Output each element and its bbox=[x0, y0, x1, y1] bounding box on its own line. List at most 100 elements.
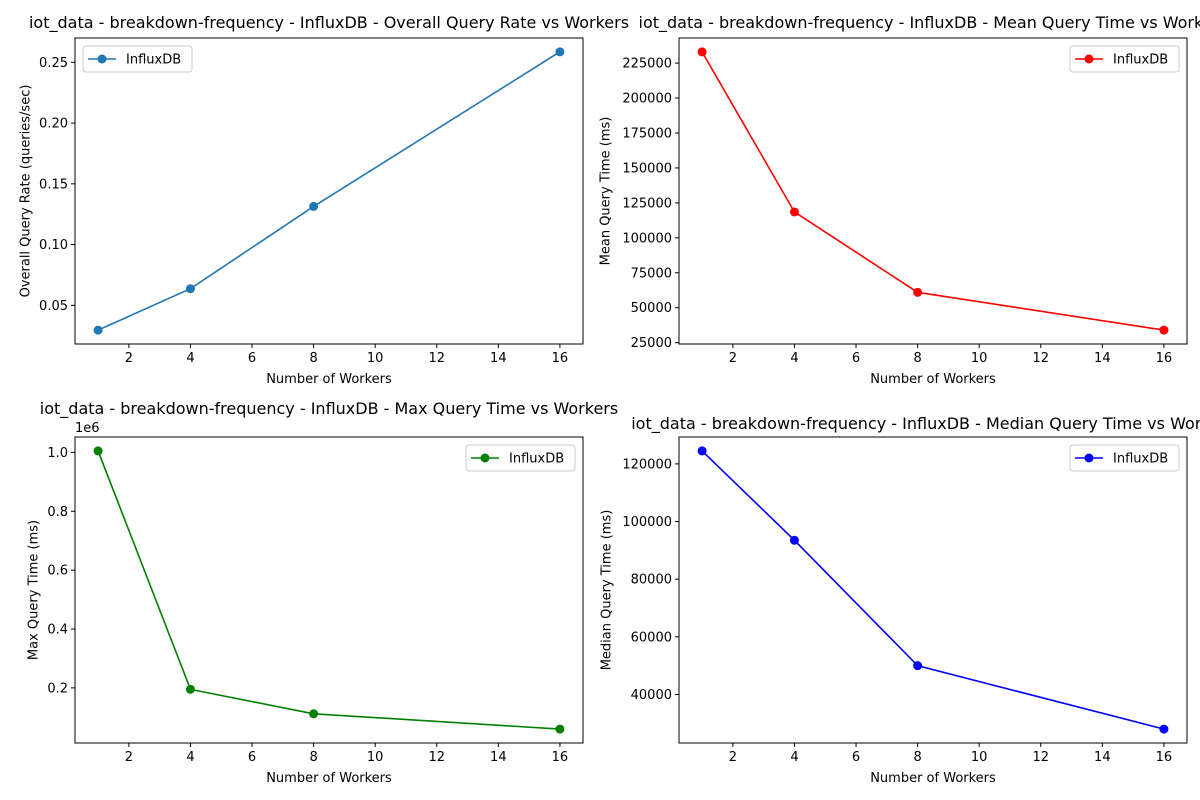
x-tick-label: 2 bbox=[125, 750, 133, 765]
plot-frame bbox=[74, 436, 584, 744]
chart-title: iot_data - breakdown-frequency - InfluxD… bbox=[639, 13, 1200, 33]
y-tick-label: 0.6 bbox=[47, 564, 68, 579]
legend-marker bbox=[480, 453, 490, 463]
data-point bbox=[185, 684, 195, 694]
x-tick-label: 12 bbox=[428, 351, 445, 366]
legend-box bbox=[82, 45, 193, 73]
legend-box bbox=[465, 444, 576, 472]
y-tick-label: 0.25 bbox=[39, 56, 68, 71]
data-point bbox=[93, 325, 103, 335]
chart-2: iot_data - breakdown-frequency - InfluxD… bbox=[599, 13, 1200, 387]
legend-label: InfluxDB bbox=[509, 452, 564, 467]
x-tick-label: 4 bbox=[186, 351, 194, 366]
y-tick-label: 0.4 bbox=[47, 623, 68, 638]
legend-label: InfluxDB bbox=[1113, 53, 1168, 68]
data-point bbox=[697, 446, 707, 456]
y-tick-label: 100000 bbox=[622, 231, 672, 246]
x-axis-label: Number of Workers bbox=[266, 372, 392, 387]
x-tick-label: 6 bbox=[248, 750, 256, 765]
legend-box bbox=[1069, 45, 1180, 73]
y-axis-label: Overall Query Rate (queries/sec) bbox=[19, 85, 34, 298]
x-tick-label: 16 bbox=[1156, 351, 1173, 366]
x-tick-label: 16 bbox=[552, 750, 569, 765]
legend-marker bbox=[97, 54, 107, 64]
y-tick-label: 0.8 bbox=[47, 505, 68, 520]
x-tick-label: 10 bbox=[367, 750, 384, 765]
chart-title: iot_data - breakdown-frequency - InfluxD… bbox=[29, 13, 629, 33]
y-tick-label: 175000 bbox=[622, 126, 672, 141]
data-point bbox=[555, 47, 565, 57]
data-point bbox=[789, 535, 799, 545]
y-tick-label: 0.05 bbox=[39, 299, 68, 314]
x-tick-label: 4 bbox=[790, 351, 798, 366]
y-axis-label: Max Query Time (ms) bbox=[27, 520, 42, 660]
legend: InfluxDB bbox=[1069, 444, 1180, 472]
legend: InfluxDB bbox=[1069, 45, 1180, 73]
x-tick-label: 8 bbox=[913, 351, 921, 366]
y-tick-label: 1.0 bbox=[47, 446, 68, 461]
y-tick-label: 50000 bbox=[631, 301, 672, 316]
x-axis-label: Number of Workers bbox=[870, 771, 996, 786]
y-offset-label: 1e6 bbox=[75, 421, 100, 436]
x-tick-label: 4 bbox=[790, 750, 798, 765]
chart-4: iot_data - breakdown-frequency - InfluxD… bbox=[600, 414, 1200, 786]
chart-1: iot_data - breakdown-frequency - InfluxD… bbox=[19, 13, 630, 387]
data-point bbox=[185, 284, 195, 294]
y-tick-label: 100000 bbox=[622, 515, 672, 530]
y-tick-label: 225000 bbox=[622, 57, 672, 72]
data-point bbox=[789, 207, 799, 217]
plot-frame bbox=[678, 37, 1188, 345]
y-tick-label: 125000 bbox=[622, 196, 672, 211]
legend: InfluxDB bbox=[82, 45, 193, 73]
x-tick-label: 14 bbox=[1094, 750, 1111, 765]
data-point bbox=[1159, 325, 1169, 335]
x-tick-label: 6 bbox=[248, 351, 256, 366]
series-line bbox=[701, 450, 1165, 730]
y-tick-label: 60000 bbox=[631, 630, 672, 645]
plot-frame bbox=[678, 436, 1188, 744]
x-tick-label: 8 bbox=[309, 351, 317, 366]
y-tick-label: 120000 bbox=[622, 457, 672, 472]
x-tick-label: 10 bbox=[971, 351, 988, 366]
y-tick-label: 40000 bbox=[631, 688, 672, 703]
x-tick-label: 14 bbox=[490, 750, 507, 765]
y-tick-label: 0.2 bbox=[47, 681, 68, 696]
y-tick-label: 25000 bbox=[631, 336, 672, 351]
x-tick-label: 2 bbox=[729, 351, 737, 366]
y-axis-label: Median Query Time (ms) bbox=[600, 510, 615, 671]
x-axis-label: Number of Workers bbox=[266, 771, 392, 786]
legend-box bbox=[1069, 444, 1180, 472]
x-tick-label: 14 bbox=[490, 351, 507, 366]
x-tick-label: 16 bbox=[1156, 750, 1173, 765]
x-tick-label: 16 bbox=[552, 351, 569, 366]
x-tick-label: 12 bbox=[1032, 750, 1049, 765]
x-tick-label: 6 bbox=[852, 750, 860, 765]
x-axis-label: Number of Workers bbox=[870, 372, 996, 387]
legend: InfluxDB bbox=[465, 444, 576, 472]
x-tick-label: 10 bbox=[971, 750, 988, 765]
y-tick-label: 150000 bbox=[622, 161, 672, 176]
legend-label: InfluxDB bbox=[126, 53, 181, 68]
data-point bbox=[309, 709, 319, 719]
x-tick-label: 8 bbox=[913, 750, 921, 765]
y-tick-label: 80000 bbox=[631, 573, 672, 588]
data-point bbox=[697, 47, 707, 57]
plot-frame bbox=[74, 37, 584, 345]
y-tick-label: 75000 bbox=[631, 266, 672, 281]
x-tick-label: 12 bbox=[1032, 351, 1049, 366]
data-point bbox=[1159, 724, 1169, 734]
x-tick-label: 2 bbox=[729, 750, 737, 765]
data-point bbox=[913, 661, 923, 671]
data-point bbox=[309, 201, 319, 211]
chart-title: iot_data - breakdown-frequency - InfluxD… bbox=[40, 399, 618, 419]
series-line bbox=[97, 450, 560, 730]
y-tick-label: 200000 bbox=[622, 92, 672, 107]
x-tick-label: 6 bbox=[852, 351, 860, 366]
legend-label: InfluxDB bbox=[1113, 452, 1168, 467]
series-line bbox=[701, 51, 1165, 331]
x-tick-label: 12 bbox=[428, 750, 445, 765]
y-tick-label: 0.15 bbox=[39, 177, 68, 192]
x-tick-label: 14 bbox=[1094, 351, 1111, 366]
x-tick-label: 2 bbox=[125, 351, 133, 366]
